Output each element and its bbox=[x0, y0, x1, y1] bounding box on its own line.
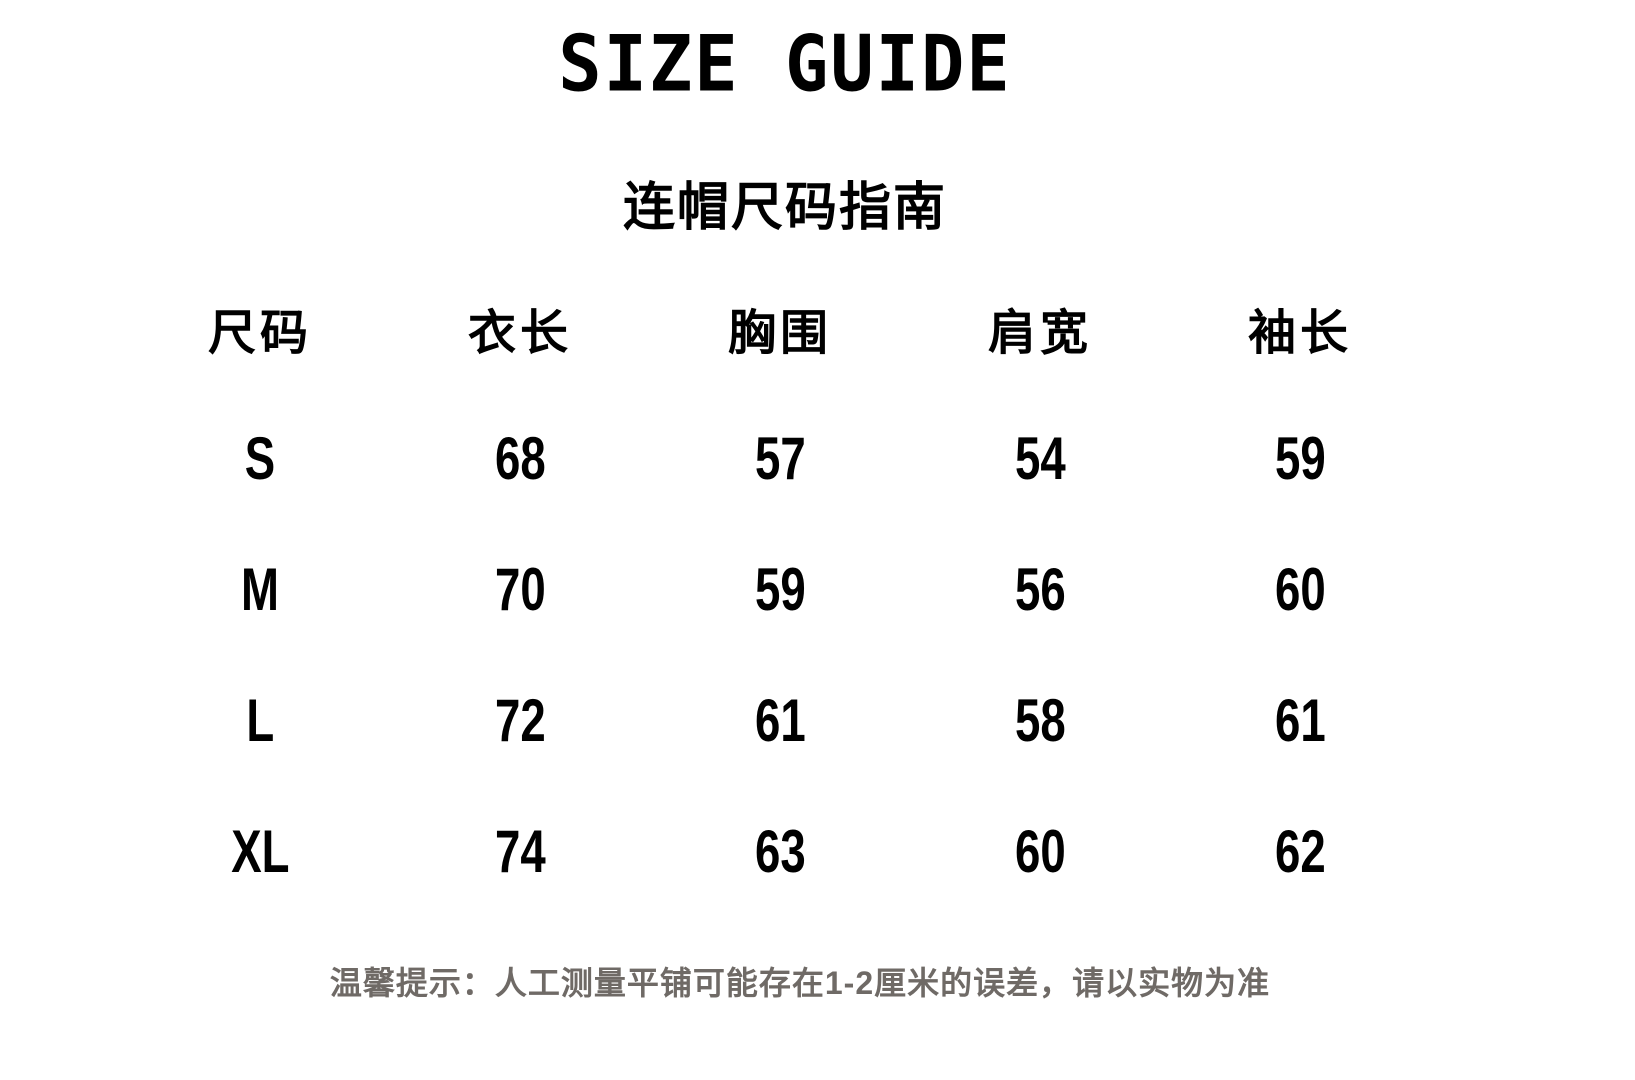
measurement-cell: 62 bbox=[1274, 818, 1326, 885]
page-subtitle: 连帽尺码指南 bbox=[622, 179, 947, 237]
measurement-cell: 56 bbox=[1014, 556, 1066, 623]
measurement-cell: 54 bbox=[1014, 425, 1066, 492]
size-label: XL bbox=[230, 818, 290, 885]
measurement-cell: 58 bbox=[1014, 687, 1066, 754]
measurement-cell: 63 bbox=[754, 818, 806, 885]
measurement-cell: 60 bbox=[1014, 818, 1066, 885]
measurement-disclaimer-note: 温馨提示：人工测量平铺可能存在1-2厘米的误差，请以实物为准 bbox=[329, 965, 1271, 1001]
measurement-cell: 61 bbox=[1274, 687, 1326, 754]
size-table: 尺码 衣长 胸围 肩宽 袖长 S 68 57 54 59 M 70 59 56 … bbox=[130, 262, 1430, 917]
measurement-cell: 59 bbox=[1274, 425, 1326, 492]
measurement-cell: 60 bbox=[1274, 556, 1326, 623]
size-guide-content: SIZE GUIDE 连帽尺码指南 尺码 衣长 胸围 肩宽 袖长 S 68 57… bbox=[130, 18, 1430, 1001]
measurement-cell: 74 bbox=[494, 818, 546, 885]
column-header-chest: 胸围 bbox=[727, 306, 832, 360]
size-label: S bbox=[244, 425, 276, 492]
size-label: M bbox=[240, 556, 279, 623]
measurement-cell: 70 bbox=[494, 556, 546, 623]
page-title: SIZE GUIDE bbox=[558, 18, 1012, 109]
measurement-cell: 59 bbox=[754, 556, 806, 623]
column-header-sleeve: 袖长 bbox=[1247, 306, 1352, 360]
size-label: L bbox=[246, 687, 274, 754]
column-header-shoulder: 肩宽 bbox=[987, 306, 1092, 360]
measurement-cell: 57 bbox=[754, 425, 806, 492]
column-header-size: 尺码 bbox=[207, 306, 312, 360]
measurement-cell: 61 bbox=[754, 687, 806, 754]
measurement-cell: 68 bbox=[494, 425, 546, 492]
measurement-cell: 72 bbox=[494, 687, 546, 754]
column-header-length: 衣长 bbox=[467, 306, 572, 360]
